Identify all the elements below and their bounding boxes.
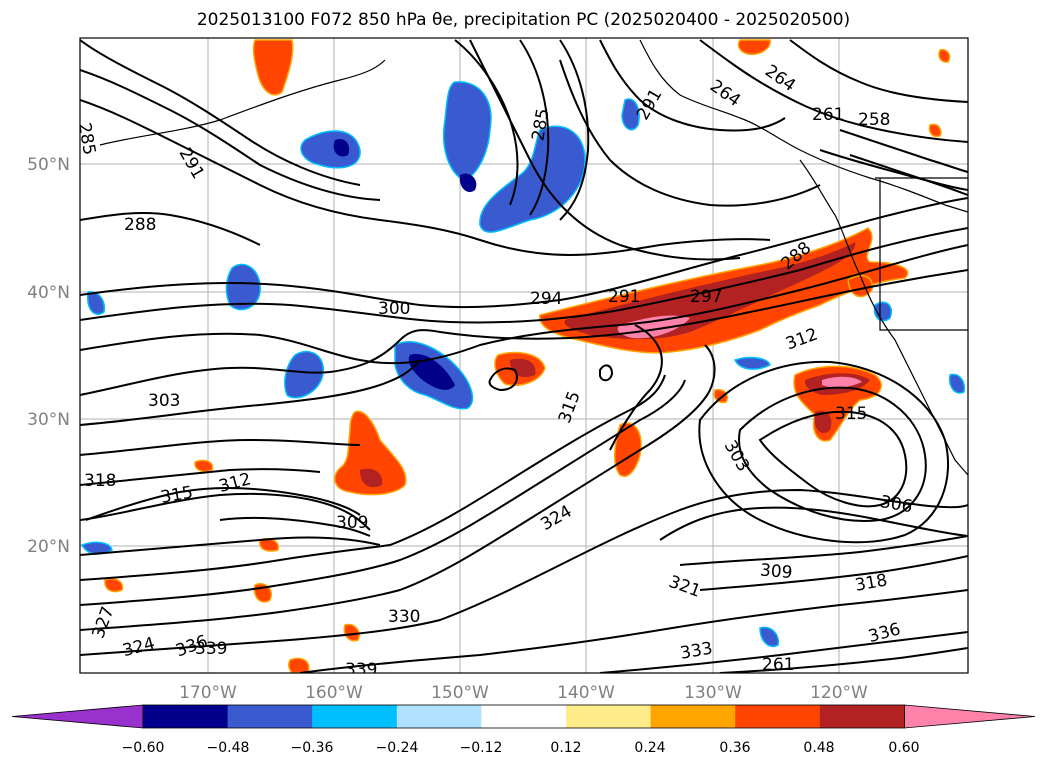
svg-text:40°N: 40°N (27, 283, 70, 303)
svg-text:309: 309 (759, 560, 793, 583)
svg-text:0.48: 0.48 (803, 740, 834, 756)
svg-text:285: 285 (74, 121, 99, 156)
svg-text:0.36: 0.36 (719, 740, 750, 756)
colorbar-frame (142, 704, 905, 729)
svg-text:0.12: 0.12 (550, 740, 581, 756)
svg-text:170°W: 170°W (179, 683, 237, 703)
svg-text:0.24: 0.24 (634, 740, 665, 756)
colorbar-extend-min (11, 704, 144, 729)
colorbar-segment (566, 705, 652, 728)
precip-negative-areas (80, 81, 966, 648)
svg-text:0.60: 0.60 (888, 740, 919, 756)
svg-text:315: 315 (835, 404, 867, 424)
colorbar-segment (650, 705, 736, 728)
svg-text:120°W: 120°W (810, 683, 868, 703)
coastlines (99, 39, 968, 476)
svg-text:140°W: 140°W (557, 683, 615, 703)
colorbar-segment (735, 705, 821, 728)
svg-text:261: 261 (762, 655, 794, 675)
colorbar-segment (227, 705, 313, 728)
svg-text:−0.48: −0.48 (207, 740, 250, 756)
colorbar-tick-labels: −0.60 −0.48 −0.36 −0.24 −0.12 0.12 0.24 … (122, 740, 920, 756)
map-frame (79, 37, 969, 674)
svg-text:291: 291 (608, 287, 640, 307)
svg-text:309: 309 (336, 513, 368, 533)
svg-text:303: 303 (148, 391, 180, 411)
svg-text:288: 288 (124, 215, 156, 235)
svg-text:160°W: 160°W (305, 683, 363, 703)
colorbar-segment (312, 705, 398, 728)
svg-text:318: 318 (84, 471, 116, 491)
svg-text:130°W: 130°W (684, 683, 742, 703)
svg-text:30°N: 30°N (27, 410, 70, 430)
svg-text:150°W: 150°W (431, 683, 489, 703)
svg-text:297: 297 (690, 287, 722, 307)
longitude-tick-labels: 170°W 160°W 150°W 140°W 130°W 120°W (179, 683, 868, 703)
svg-text:339: 339 (345, 660, 377, 680)
svg-text:330: 330 (388, 607, 420, 627)
svg-text:300: 300 (378, 299, 410, 319)
svg-text:−0.60: −0.60 (122, 740, 165, 756)
colorbar-segment (396, 705, 482, 728)
svg-text:50°N: 50°N (27, 155, 70, 175)
svg-text:−0.24: −0.24 (376, 740, 419, 756)
colorbar-segment (819, 705, 905, 728)
theta-e-contours (80, 39, 968, 673)
latitude-tick-labels: 50°N 40°N 30°N 20°N (27, 155, 70, 557)
svg-text:261: 261 (812, 105, 844, 125)
svg-text:20°N: 20°N (27, 537, 70, 557)
svg-text:−0.36: −0.36 (291, 740, 334, 756)
colorbar (11, 704, 1036, 729)
svg-text:−0.12: −0.12 (460, 740, 503, 756)
colorbar-extend-max (904, 704, 1036, 729)
map-title: 2025013100 F072 850 hPa θe, precipitatio… (196, 10, 851, 30)
svg-text:258: 258 (858, 110, 890, 130)
colorbar-segment (143, 705, 229, 728)
svg-text:339: 339 (195, 639, 227, 659)
svg-text:294: 294 (530, 289, 562, 309)
colorbar-segment (481, 705, 567, 728)
